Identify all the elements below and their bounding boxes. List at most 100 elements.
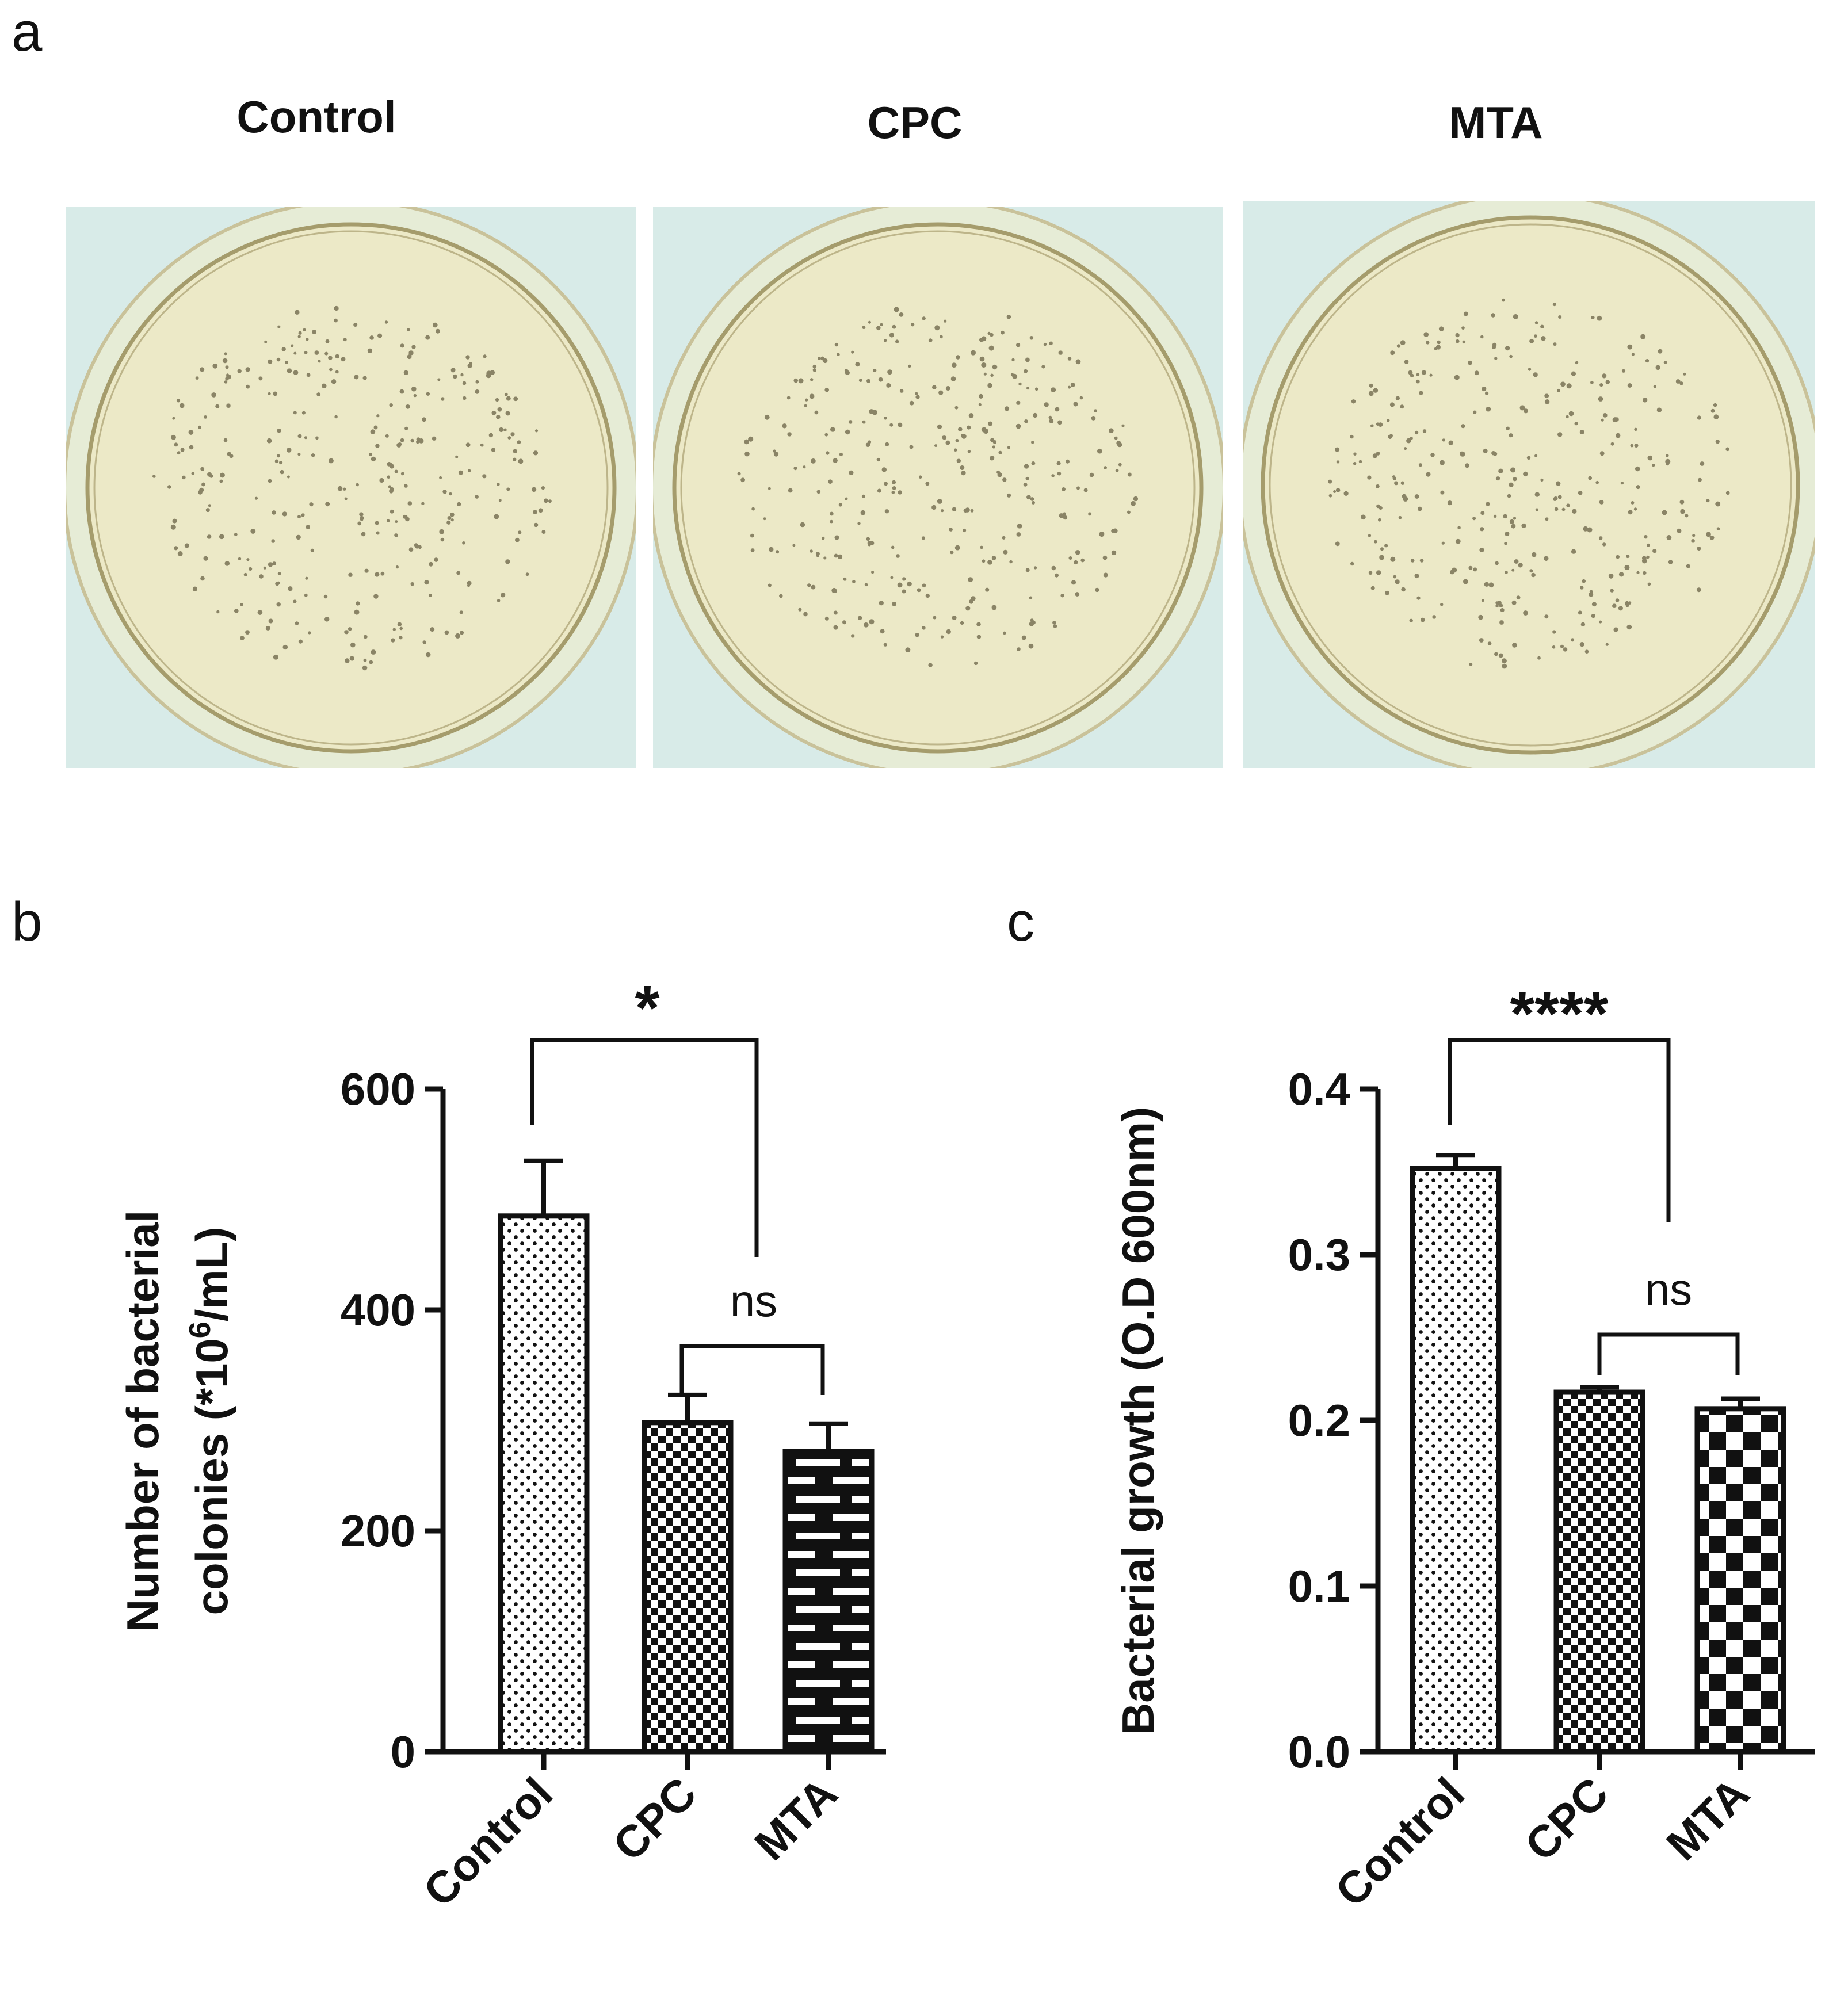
colony: [982, 559, 986, 563]
colony: [971, 350, 976, 356]
colony: [823, 358, 828, 364]
plate-title-cpc: CPC: [868, 97, 963, 148]
colony: [849, 470, 854, 476]
colony: [1582, 579, 1586, 583]
colony: [257, 610, 263, 615]
colony: [501, 593, 506, 598]
colony: [786, 396, 791, 400]
colony: [1506, 426, 1510, 430]
colony: [862, 420, 866, 424]
colony: [198, 425, 201, 429]
colony: [1571, 549, 1576, 554]
colony: [348, 627, 352, 631]
colony: [1432, 615, 1436, 619]
colony: [334, 305, 339, 311]
colony: [991, 605, 997, 610]
colony: [1626, 624, 1632, 630]
colony: [224, 352, 227, 356]
colony: [1068, 556, 1072, 560]
colony: [1023, 483, 1028, 487]
colony: [304, 436, 308, 440]
colony: [925, 593, 930, 598]
colony: [353, 323, 358, 327]
colony: [1574, 422, 1578, 426]
colony: [1556, 481, 1561, 486]
colony: [1624, 565, 1630, 570]
colony: [976, 622, 981, 626]
colony: [1502, 663, 1507, 669]
colony: [961, 471, 966, 476]
colony: [1716, 527, 1720, 530]
colony: [1643, 398, 1648, 403]
colony: [845, 429, 850, 435]
colony: [837, 554, 843, 559]
colony: [179, 403, 185, 408]
dish-ring: [93, 230, 609, 746]
y-axis-title-suffix: /mL): [186, 1227, 237, 1322]
colony: [439, 529, 445, 534]
colony: [1610, 442, 1614, 446]
colony: [934, 444, 937, 448]
y-axis-title-line1: Number of bacterial: [117, 1210, 168, 1632]
colony: [325, 339, 330, 343]
colony: [1545, 517, 1549, 521]
bar-control: [498, 1213, 590, 1755]
colony: [268, 392, 271, 395]
colony: [897, 582, 903, 588]
colony: [1558, 315, 1562, 319]
colony: [981, 427, 987, 433]
colony: [1662, 510, 1667, 515]
colony: [1646, 543, 1650, 547]
colony: [1620, 481, 1624, 485]
colony: [892, 324, 896, 329]
colony: [357, 521, 362, 526]
colony: [848, 420, 853, 424]
colony: [1367, 475, 1372, 480]
colony: [373, 594, 379, 599]
colony: [435, 328, 440, 334]
colony: [266, 438, 272, 444]
colony: [1052, 621, 1056, 625]
colony: [883, 643, 887, 647]
colony: [1071, 580, 1076, 585]
colony: [362, 376, 367, 380]
colony: [223, 438, 228, 442]
colony: [1491, 451, 1496, 456]
colony: [1029, 621, 1034, 626]
colony: [1494, 652, 1498, 656]
colony: [296, 534, 301, 540]
colony: [1011, 358, 1015, 362]
colony: [1024, 464, 1029, 469]
colony: [744, 451, 750, 457]
colony: [225, 365, 229, 369]
colony: [177, 451, 181, 455]
bar-mta: [1694, 1406, 1786, 1755]
colony: [960, 621, 964, 625]
colony: [876, 457, 880, 462]
colony: [395, 565, 399, 569]
colony: [243, 572, 247, 576]
colony: [798, 378, 804, 384]
colony: [1509, 433, 1513, 438]
colony: [1103, 572, 1108, 578]
colony: [1447, 500, 1452, 506]
colony: [439, 476, 442, 479]
colony: [861, 494, 865, 498]
colony: [942, 435, 945, 439]
colony: [1335, 488, 1341, 492]
colony: [961, 434, 964, 437]
colony: [1634, 427, 1637, 431]
colony: [915, 395, 920, 399]
colony: [534, 429, 539, 433]
colony: [990, 373, 994, 377]
colony: [1504, 542, 1507, 545]
colony: [429, 561, 433, 567]
colony: [1057, 471, 1062, 476]
colony: [304, 351, 308, 354]
colony: [1645, 359, 1650, 363]
colony: [375, 521, 379, 525]
colony: [1003, 549, 1008, 555]
colony: [1633, 507, 1637, 511]
colony: [1416, 596, 1421, 600]
colony: [1540, 324, 1544, 329]
